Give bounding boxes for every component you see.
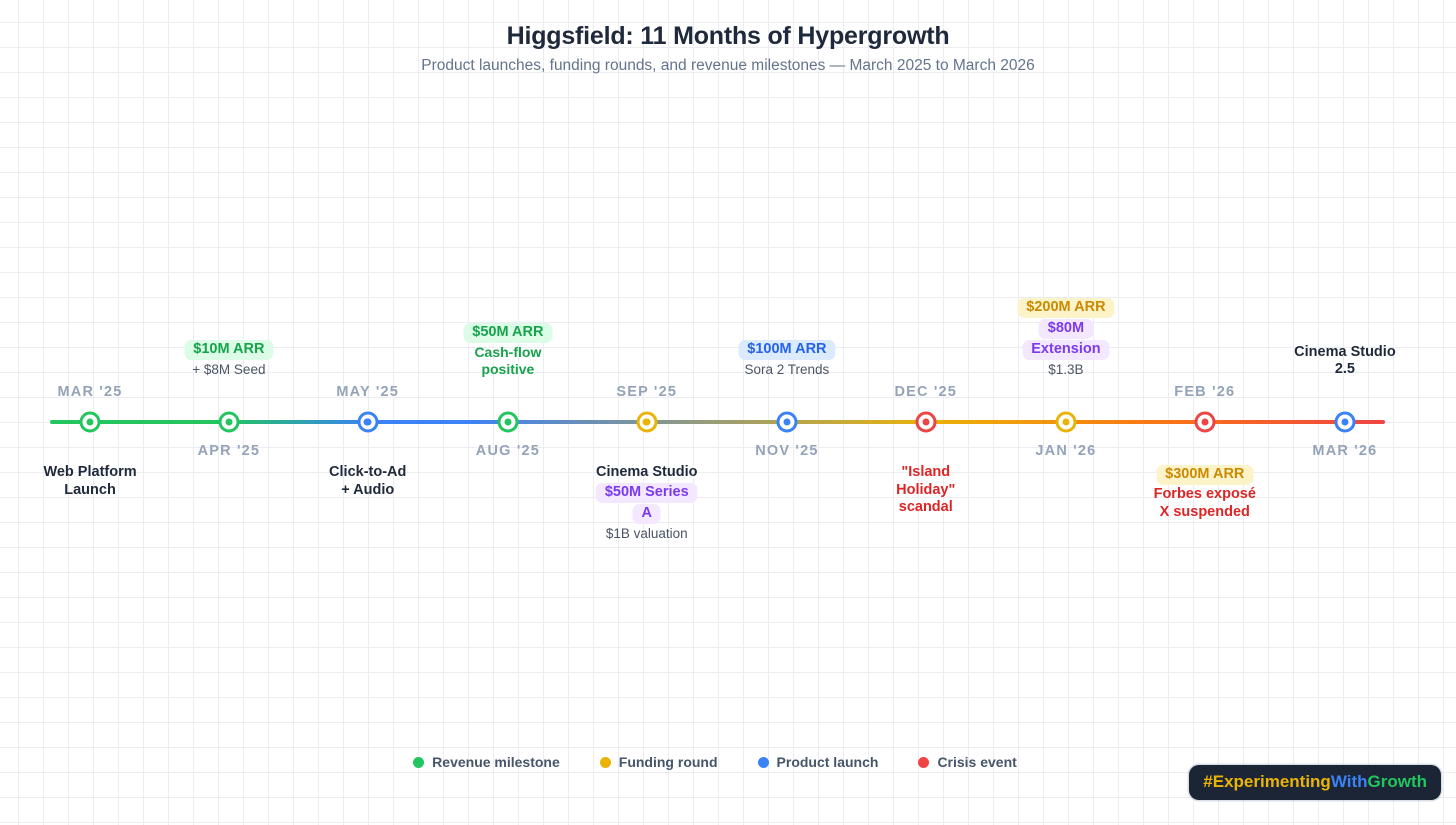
legend-item-crisis: Crisis event: [918, 754, 1017, 770]
month-label: FEB '26: [1174, 384, 1236, 400]
event-content: $300M ARR Forbes exposé X suspended: [1153, 465, 1256, 520]
month-label: MAR '25: [57, 384, 123, 400]
timeline-node-icon: [915, 411, 937, 433]
yellow-dot-icon: [599, 756, 611, 768]
event-content: $10M ARR + $8M Seed: [141, 339, 316, 379]
blue-dot-icon: [757, 756, 769, 768]
event-content: $50M ARR Cash-flow positive: [420, 322, 595, 379]
page-title: Higgsfield: 11 Months of Hypergrowth: [506, 22, 950, 50]
month-label: SEP '25: [616, 384, 678, 400]
month-label: MAY '25: [336, 384, 400, 400]
timeline-node-icon: [1194, 411, 1216, 433]
month-label: MAR '26: [1312, 443, 1378, 459]
arr-badge: $100M ARR: [738, 340, 836, 361]
event-content: Web Platform Launch: [43, 464, 137, 498]
timeline-node-icon: [218, 411, 240, 433]
event-content: $100M ARR Sora 2 Trends: [699, 339, 874, 379]
timeline-node-icon: [776, 411, 798, 433]
arr-badge: $200M ARR: [1017, 298, 1115, 319]
timeline-node-icon: [497, 411, 519, 433]
timeline-node-icon: [357, 411, 379, 433]
legend: Revenue milestone Funding round Product …: [0, 754, 1430, 770]
timeline-gradient-line: [50, 419, 1385, 425]
red-dot-icon: [918, 756, 930, 768]
timeline-node-icon: [79, 411, 101, 433]
timeline-node-icon: [1055, 411, 1077, 433]
funding-badge: A: [632, 503, 661, 524]
arr-badge: $300M ARR: [1156, 465, 1254, 485]
hashtag-badge: #ExperimentingWithGrowth: [1189, 765, 1441, 800]
timeline-node-icon: [636, 411, 658, 433]
funding-badge: $80M: [1038, 319, 1094, 340]
arr-badge: $10M ARR: [184, 340, 274, 361]
funding-badge: $50M Series: [595, 482, 698, 503]
event-content: Cinema Studio 2.5: [1294, 343, 1396, 378]
event-content: Click-to-Ad + Audio: [329, 464, 407, 498]
month-label: NOV '25: [755, 443, 819, 459]
legend-item-revenue: Revenue milestone: [413, 754, 560, 770]
event-content: "Island Holiday" scandal: [896, 464, 956, 516]
hashtag-part-growth: Growth: [1367, 772, 1428, 791]
timeline-node-icon: [1334, 411, 1356, 433]
event-content: $200M ARR $80M Extension $1.3B: [978, 297, 1153, 379]
funding-badge: Extension: [1022, 340, 1110, 361]
legend-item-funding: Funding round: [599, 754, 718, 770]
month-label: JAN '26: [1035, 443, 1097, 459]
event-content: Cinema Studio $50M Series A $1B valuatio…: [595, 464, 698, 541]
month-label: APR '25: [197, 443, 261, 459]
legend-item-launch: Product launch: [757, 754, 878, 770]
month-label: AUG '25: [475, 443, 541, 459]
hashtag-part-with: With: [1330, 772, 1368, 791]
green-dot-icon: [413, 756, 425, 768]
page-subtitle: Product launches, funding rounds, and re…: [421, 57, 1035, 74]
arr-badge: $50M ARR: [463, 322, 553, 343]
month-label: DEC '25: [894, 384, 958, 400]
hashtag-part-experimenting: #Experimenting: [1203, 772, 1331, 791]
